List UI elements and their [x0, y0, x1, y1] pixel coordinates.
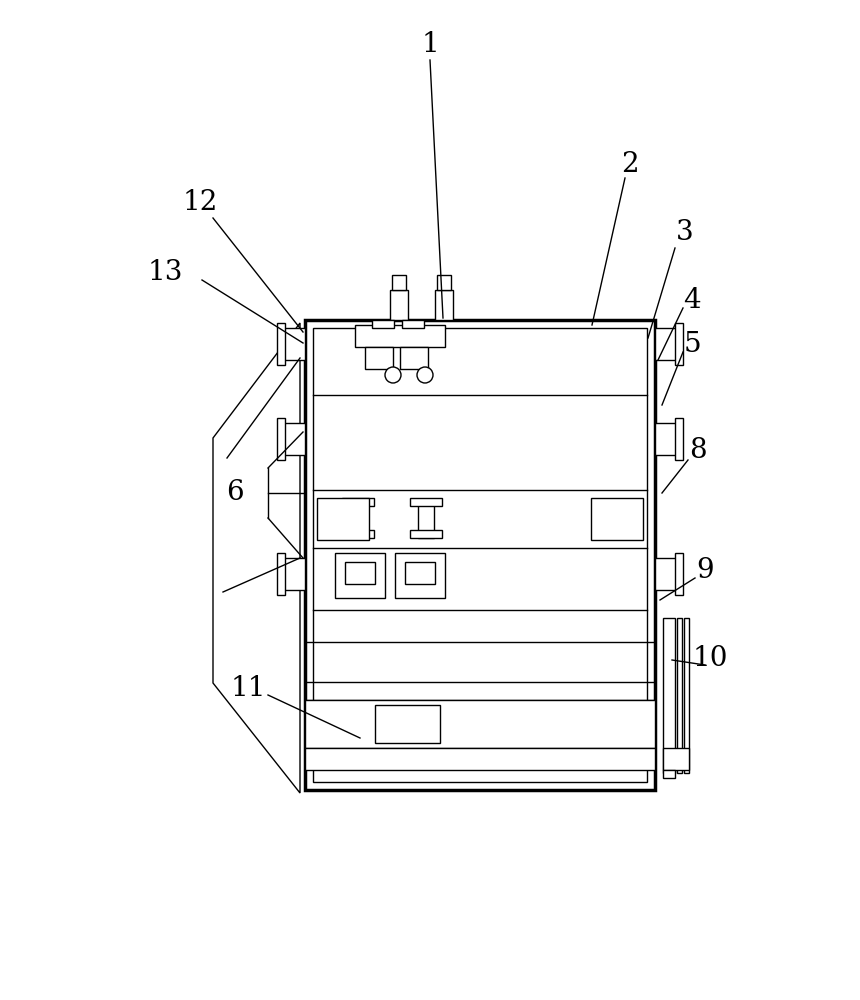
- Bar: [283, 328, 305, 360]
- Text: 1: 1: [421, 31, 439, 58]
- Bar: [410, 498, 442, 506]
- Bar: [402, 320, 424, 328]
- Text: 10: 10: [692, 645, 728, 672]
- Bar: [283, 423, 305, 455]
- Bar: [335, 553, 385, 598]
- Bar: [305, 320, 655, 790]
- Bar: [405, 562, 435, 584]
- Bar: [663, 618, 675, 773]
- Text: 2: 2: [621, 151, 639, 178]
- Bar: [418, 500, 434, 538]
- Bar: [375, 705, 440, 743]
- Text: 13: 13: [147, 258, 182, 286]
- Bar: [591, 498, 643, 540]
- Bar: [663, 748, 689, 770]
- Bar: [435, 290, 453, 320]
- Bar: [655, 558, 677, 590]
- Text: 8: 8: [689, 436, 707, 464]
- Text: 5: 5: [683, 332, 701, 359]
- Bar: [350, 500, 366, 538]
- Bar: [684, 618, 689, 773]
- Bar: [675, 553, 683, 595]
- Bar: [663, 770, 675, 778]
- Text: 12: 12: [182, 188, 218, 216]
- Bar: [305, 700, 655, 748]
- Bar: [345, 562, 375, 584]
- Bar: [342, 498, 374, 506]
- Bar: [372, 320, 394, 328]
- Text: 3: 3: [676, 219, 694, 245]
- Bar: [390, 290, 408, 320]
- Text: 6: 6: [226, 479, 244, 506]
- Bar: [277, 553, 285, 595]
- Bar: [392, 275, 406, 290]
- Bar: [305, 748, 655, 770]
- Text: 4: 4: [683, 286, 701, 314]
- Bar: [400, 347, 428, 369]
- Bar: [365, 347, 393, 369]
- Bar: [655, 328, 677, 360]
- Bar: [355, 325, 445, 347]
- Text: 9: 9: [697, 556, 714, 584]
- Bar: [277, 418, 285, 460]
- Bar: [317, 498, 369, 540]
- Text: 11: 11: [230, 674, 266, 702]
- Circle shape: [417, 367, 433, 383]
- Bar: [655, 423, 677, 455]
- Bar: [283, 558, 305, 590]
- Bar: [313, 328, 647, 782]
- Bar: [677, 618, 682, 773]
- Bar: [437, 275, 451, 290]
- Circle shape: [385, 367, 401, 383]
- Bar: [675, 418, 683, 460]
- Bar: [410, 530, 442, 538]
- Bar: [395, 553, 445, 598]
- Bar: [675, 323, 683, 365]
- Bar: [342, 530, 374, 538]
- Bar: [277, 323, 285, 365]
